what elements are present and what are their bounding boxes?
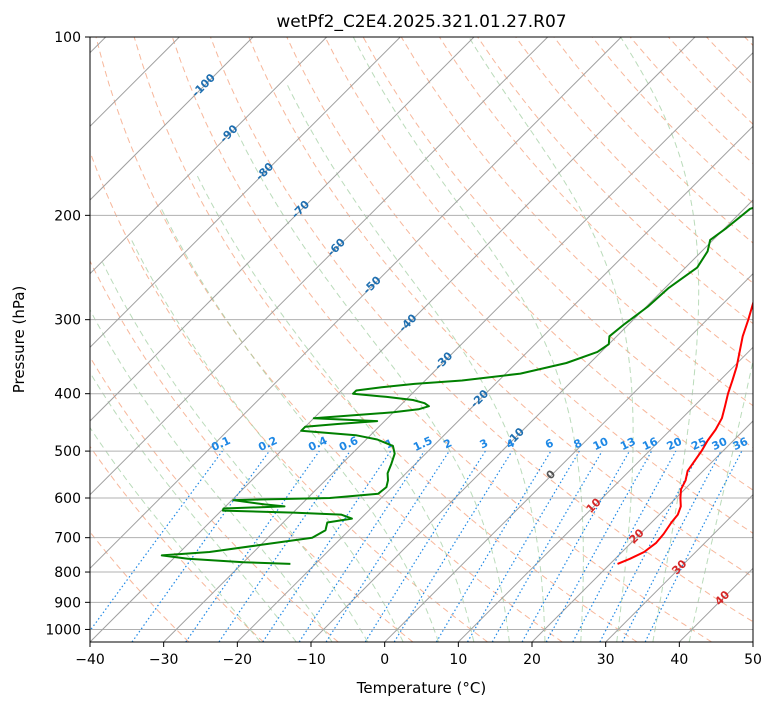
isotherm-line xyxy=(384,272,753,642)
y-tick-label: 100 xyxy=(54,30,81,46)
mixing-ratio-label: 36 xyxy=(731,435,751,453)
x-tick-label: 40 xyxy=(670,652,688,668)
dry-adiabat-line xyxy=(90,356,339,642)
x-tick-label: −30 xyxy=(149,652,179,668)
y-axis-label: Pressure (hPa) xyxy=(10,286,28,394)
dewpoint-line xyxy=(160,206,753,565)
mixing-ratio-label: 13 xyxy=(618,435,637,453)
mixing-ratio-line xyxy=(393,450,513,642)
dry-adiabat-line xyxy=(133,37,638,642)
plot-frame xyxy=(89,36,754,643)
mixing-ratio-line xyxy=(545,450,653,642)
mixing-ratio-line xyxy=(218,450,351,642)
y-tick-label: 900 xyxy=(54,595,81,611)
y-tick-label: 400 xyxy=(54,387,81,403)
mixing-ratio-line xyxy=(131,450,270,642)
x-tick-label: 10 xyxy=(449,652,467,668)
dry-adiabats xyxy=(90,37,753,642)
x-tick-label: −40 xyxy=(75,652,105,668)
isotherm-line xyxy=(90,37,401,349)
dry-adiabat-line xyxy=(171,37,712,642)
isotherm-line xyxy=(90,37,622,570)
y-tick-label: 500 xyxy=(54,444,81,460)
x-tick-label: −10 xyxy=(296,652,326,668)
moist-adiabat-line xyxy=(688,358,753,642)
dry-adiabat-line xyxy=(90,259,414,642)
temperature-line xyxy=(617,300,753,565)
mixing-ratio-label: 10 xyxy=(591,435,611,453)
isotherm-line xyxy=(531,420,753,642)
moist-adiabat-line xyxy=(286,83,546,642)
moist-adiabat-line xyxy=(352,37,584,642)
y-tick-label: 800 xyxy=(54,565,81,581)
mixing-ratio-lines xyxy=(90,450,743,642)
dry-adiabat-line xyxy=(324,37,753,491)
dry-adiabat-line xyxy=(210,37,753,623)
x-tick-label: 20 xyxy=(523,652,541,668)
isotherm-line xyxy=(163,51,753,642)
mixing-ratio-line xyxy=(644,450,743,642)
mixing-ratio-line xyxy=(325,450,450,642)
dry-adiabat-line xyxy=(90,445,264,642)
moist-adiabat-line xyxy=(90,426,261,642)
chart-title: wetPf2_C2E4.2025.321.01.27.R07 xyxy=(276,12,566,32)
mixing-ratio-line xyxy=(185,450,320,642)
dry-adiabat-line xyxy=(95,37,563,642)
isotherm-line xyxy=(90,37,475,422)
x-tick-label: 50 xyxy=(744,652,762,668)
mixing-ratio-label: 20 xyxy=(665,435,685,453)
mixing-ratio-label: 16 xyxy=(640,435,660,453)
isotherm-line xyxy=(457,346,753,642)
dry-adiabat-line xyxy=(286,37,753,534)
isotherm-line xyxy=(90,37,254,201)
moist-adiabat-line xyxy=(131,239,404,642)
profile-series xyxy=(160,206,753,565)
y-tick-label: 1000 xyxy=(45,622,81,638)
isotherm-line xyxy=(90,37,696,642)
plot-area: -100-90-80-70-60-50-40-30-20-10010203040… xyxy=(90,37,753,642)
isotherms xyxy=(90,37,753,642)
y-tick-label: 300 xyxy=(54,313,81,329)
moist-adiabat-line xyxy=(195,173,475,642)
mixing-ratio-line xyxy=(521,450,631,642)
isotherm-line xyxy=(90,37,549,496)
dry-adiabat-line xyxy=(248,37,753,578)
mixing-ratio-label: 30 xyxy=(710,435,730,453)
y-tick-label: 200 xyxy=(54,208,81,224)
x-axis-ticks: −40 −30 −20 −10 0 10 20 30 40 50 xyxy=(75,642,762,668)
mixing-ratio-line xyxy=(298,450,425,642)
x-tick-label: 0 xyxy=(380,652,389,668)
moist-adiabat-line xyxy=(620,37,700,642)
y-tick-label: 600 xyxy=(54,491,81,507)
moist-adiabat-line xyxy=(160,208,439,642)
isotherm-line xyxy=(90,37,328,275)
y-axis-ticks: 100 200 300 400 500 600 700 800 900 1000 xyxy=(45,30,90,638)
mixing-ratio-line xyxy=(90,450,223,632)
isotherm-line xyxy=(605,493,753,642)
x-tick-label: −20 xyxy=(223,652,253,668)
mixing-ratio-line xyxy=(572,450,677,642)
moist-adiabat-line xyxy=(90,308,333,642)
x-axis-label: Temperature (°C) xyxy=(356,679,486,697)
x-tick-label: 30 xyxy=(597,652,615,668)
y-tick-label: 700 xyxy=(54,531,81,547)
dry-adiabat-line xyxy=(515,37,753,284)
isotherm-line xyxy=(236,125,753,642)
isotherm-line xyxy=(310,199,753,642)
